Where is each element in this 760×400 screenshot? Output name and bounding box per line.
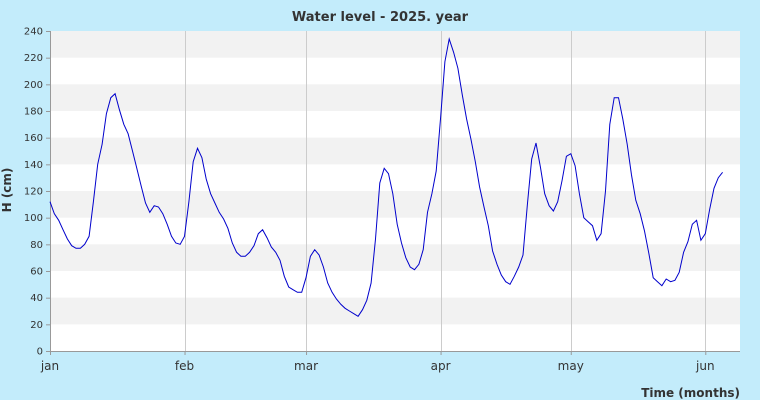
y-axis-label: H (cm) [0,168,14,213]
horizontal-bands [50,31,740,325]
x-tick-label-jan: jan [40,359,59,373]
y-tick-label: 0 [37,347,43,358]
grid-band [50,137,740,165]
chart-title: Water level - 2025. year [292,10,469,25]
x-tick-label-mar: mar [294,359,318,373]
y-tick-label: 200 [24,80,43,91]
grid-band [50,31,740,58]
y-tick-label: 20 [30,320,43,331]
y-tick-label: 80 [30,240,43,251]
y-tick-label: 100 [24,213,43,224]
grid-band [50,84,740,111]
y-tick-label: 120 [24,187,43,198]
y-tick-label: 60 [30,267,43,278]
grid-band [50,191,740,218]
x-tick-label-feb: feb [175,359,194,373]
grid-band [50,297,740,325]
y-axis-ticks: 0 20 40 60 80 100 120 140 160 180 200 220 240 [24,27,50,358]
x-tick-label-apr: apr [431,359,451,373]
x-tick-label-may: may [558,359,584,373]
y-tick-label: 180 [24,107,43,118]
x-axis-ticks: jan feb mar apr may jun [40,351,715,373]
x-tick-label-jun: jun [695,359,715,373]
y-tick-label: 40 [30,293,43,304]
vertical-gridlines [185,31,706,351]
grid-band [50,244,740,271]
y-tick-label: 240 [24,27,43,38]
y-tick-label: 140 [24,160,43,171]
y-tick-label: 160 [24,133,43,144]
y-tick-label: 220 [24,53,43,64]
axes [50,31,740,352]
water-level-series-line [49,37,723,317]
x-axis-label: Time (months) [641,386,740,400]
